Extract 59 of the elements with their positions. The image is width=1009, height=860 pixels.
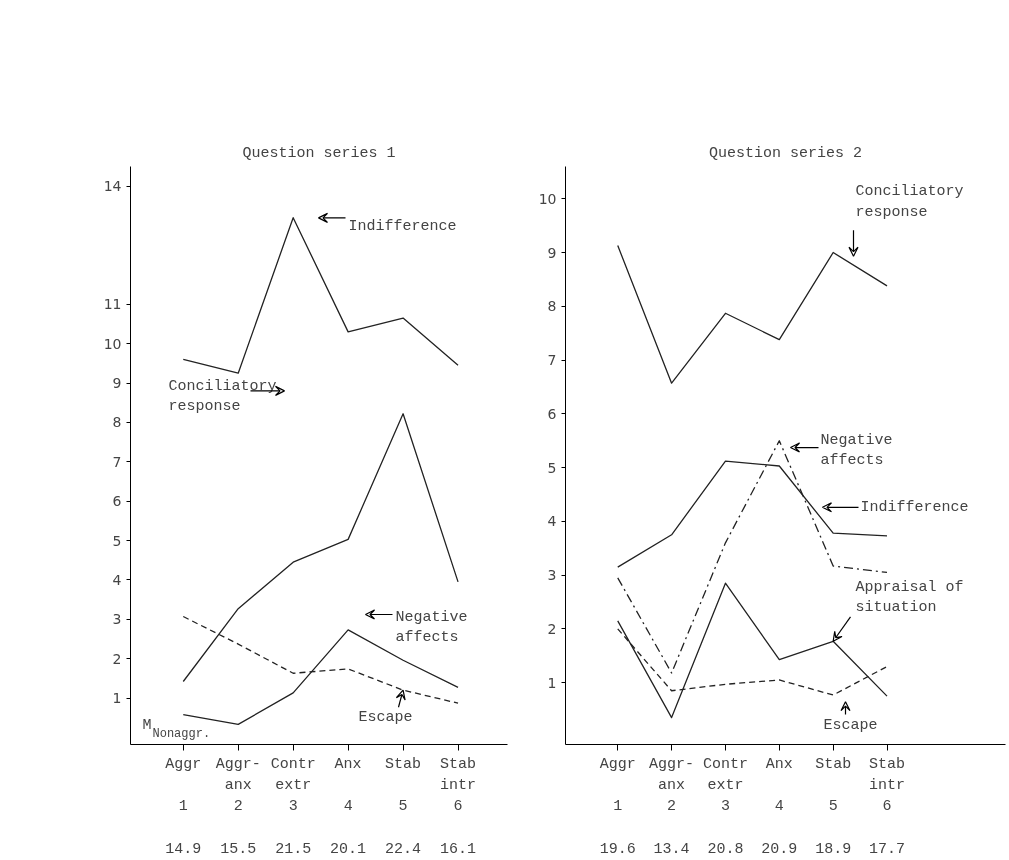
x-tick-label: Stab intr 6 — [440, 755, 477, 815]
y-tick-label: 3 — [547, 567, 557, 584]
category-label: Stab 5 — [815, 755, 852, 815]
y-tick-label: 5 — [547, 459, 557, 476]
category-label: Anx 4 — [765, 755, 793, 815]
annotation: Indifference — [860, 499, 969, 517]
x-tick-label: Contr extr 3 — [270, 755, 316, 815]
text: 20.1 — [330, 840, 367, 858]
annotation: Appraisal of situation — [855, 579, 964, 617]
y-tick-label: 4 — [547, 513, 557, 530]
y-tick-label: 8 — [547, 298, 557, 315]
annotation: Escape — [823, 716, 878, 734]
x-tick-label: Contr extr 3 — [702, 755, 748, 815]
category-label: Anx 4 — [334, 755, 362, 815]
y-tick-label: 1 — [547, 674, 557, 691]
line-series — [617, 244, 888, 384]
text: 14.9 — [165, 840, 202, 858]
text: 18.9 — [815, 840, 852, 858]
text: 17.7 — [869, 840, 906, 858]
annotation: Negative affects — [395, 608, 468, 647]
text: 15.5 — [220, 840, 257, 858]
annotation: Indifference — [348, 217, 457, 235]
y-tick-label: 6 — [547, 405, 557, 422]
text: 20.9 — [761, 840, 798, 858]
y-tick-label: 14 — [103, 178, 122, 195]
y-tick-label: 5 — [112, 532, 122, 549]
x-tick-label: Stab intr 6 — [869, 755, 906, 815]
y-tick-label: 9 — [547, 244, 557, 261]
y-tick-label: 6 — [112, 493, 122, 510]
annotation: Negative affects — [820, 431, 893, 469]
category-label: Aggr 1 — [599, 755, 636, 815]
annotation: Conciliatory response — [855, 183, 964, 221]
chart-title: Question series 1 — [242, 144, 396, 162]
annotation: Escape — [358, 708, 413, 726]
y-tick-label: 10 — [538, 190, 557, 207]
y-tick-label: 7 — [112, 453, 122, 470]
y-tick-label: 2 — [112, 650, 122, 667]
y-tick-label: 8 — [112, 414, 122, 431]
y-tick-label: 2 — [547, 620, 557, 637]
text: 20.8 — [707, 840, 744, 858]
y-tick-label: 11 — [103, 296, 122, 313]
line-series — [182, 217, 459, 374]
y-tick-label: 7 — [547, 352, 557, 369]
text: 19.6 — [599, 840, 636, 858]
annotation: Conciliatory response — [168, 377, 277, 416]
text: 21.5 — [275, 840, 312, 858]
category-label: Aggr 1 — [165, 755, 202, 815]
y-tick-label: 3 — [112, 611, 122, 628]
y-tick-label: 10 — [103, 335, 122, 352]
x-tick-label: Aggr- anx 2 — [649, 755, 695, 815]
chart-title: Question series 2 — [708, 144, 863, 162]
x-tick-label: Aggr- anx 2 — [215, 755, 261, 815]
text: 16.1 — [440, 840, 477, 858]
y-tick-label: 4 — [112, 571, 122, 588]
y-tick-label: 1 — [112, 690, 122, 707]
y-tick-label: 9 — [112, 375, 122, 392]
category-label: Stab 5 — [385, 755, 422, 815]
text: 22.4 — [385, 840, 422, 858]
text: 13.4 — [653, 840, 690, 858]
